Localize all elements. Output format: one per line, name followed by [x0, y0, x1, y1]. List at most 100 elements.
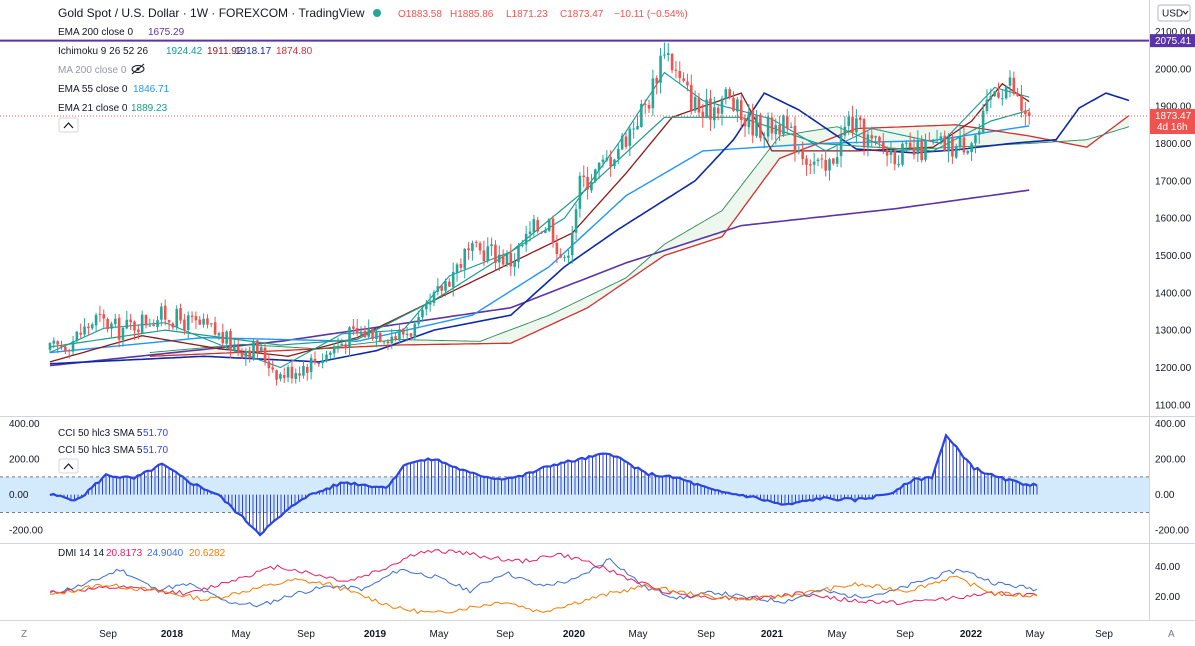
candle-body — [593, 169, 597, 182]
candle-body — [820, 158, 824, 160]
collapse-cci-legend-button[interactable] — [58, 458, 79, 474]
candle-body — [144, 314, 148, 326]
last-price-tag: 1873.47 4d 16h — [1150, 109, 1195, 135]
candle-body — [267, 361, 271, 369]
time-axis-tick: 2021 — [761, 629, 784, 640]
cci-left-axis-tick: 200.00 — [9, 455, 40, 466]
candle-body — [294, 372, 298, 379]
candle-body — [1008, 77, 1012, 86]
candle-body — [486, 246, 490, 261]
candle-body — [713, 107, 716, 121]
candle-body — [1016, 93, 1019, 97]
candle-body — [102, 314, 106, 319]
svg-text:2075.41: 2075.41 — [1155, 36, 1192, 47]
candle-body — [889, 150, 893, 155]
candle-body — [532, 219, 536, 233]
price-pane[interactable] — [0, 39, 1149, 386]
candle-body — [302, 366, 305, 376]
price-axis-tick: 1600.00 — [1155, 214, 1192, 225]
auto-scale-button[interactable]: A — [1168, 629, 1175, 640]
candle-body — [106, 318, 109, 330]
candle-body — [340, 343, 344, 346]
candle-body — [1027, 112, 1031, 117]
collapse-legend-button[interactable] — [58, 117, 79, 133]
candle-body — [739, 100, 743, 121]
ohlc-low: L1871.23 — [506, 9, 548, 20]
timezone-button[interactable]: Z — [21, 629, 27, 640]
candle-body — [160, 306, 163, 320]
ema21-line — [49, 109, 1030, 348]
dmi-pane[interactable] — [49, 549, 1038, 615]
candle-body — [724, 89, 728, 99]
candle-body — [60, 345, 63, 348]
ichimoku-spanb-value: 1874.80 — [276, 46, 313, 57]
candle-body — [459, 264, 463, 268]
candle-body — [916, 139, 920, 155]
candle-body — [371, 328, 374, 339]
candle-body — [167, 320, 171, 323]
candle-body — [186, 315, 190, 331]
candle-body — [71, 341, 75, 352]
candle-body — [797, 150, 801, 153]
candle-body — [839, 134, 843, 157]
candle-body — [893, 150, 897, 165]
candle-body — [286, 367, 290, 378]
time-axis-tick: 2022 — [960, 629, 983, 640]
candle-body — [866, 134, 870, 147]
candle-body — [1020, 95, 1023, 111]
candle-body — [87, 326, 90, 329]
candle-body — [409, 333, 413, 337]
time-axis-tick: May — [629, 629, 648, 640]
candle-body — [659, 55, 662, 83]
svg-text:1873.47: 1873.47 — [1155, 111, 1192, 122]
candle-body — [762, 137, 766, 139]
candle-body — [555, 242, 559, 255]
candle-body — [275, 370, 278, 380]
candle-body — [640, 103, 643, 127]
candle-body — [382, 341, 386, 343]
candle-body — [271, 367, 275, 370]
adx-line — [50, 575, 1038, 615]
candle-body — [812, 161, 816, 165]
candle-body — [309, 357, 313, 373]
candle-body — [939, 136, 943, 140]
cci-pane[interactable] — [0, 433, 1149, 537]
eye-hidden-icon[interactable] — [131, 63, 145, 75]
candle-body — [83, 326, 86, 335]
candle-body — [693, 97, 697, 111]
candle-body — [202, 318, 205, 325]
candle-body — [213, 322, 217, 335]
candle-body — [417, 317, 420, 324]
cci-axis-tick: 400.00 — [1155, 419, 1186, 430]
currency-selector[interactable]: USD — [1157, 4, 1191, 22]
dmi-label: DMI 14 14 — [58, 548, 105, 559]
candle-body — [240, 352, 244, 357]
candle-body — [413, 323, 417, 338]
time-axis-tick: 2018 — [161, 629, 184, 640]
time-axis-tick: May — [828, 629, 847, 640]
time-axis[interactable]: Sep 2018 May Sep 2019 May Sep 2020 May Sep 2021 May… — [99, 629, 1113, 640]
candle-body — [720, 98, 724, 114]
price-axis-tick: 2100.00 — [1155, 27, 1192, 38]
ohlc-high: H1885.86 — [450, 9, 494, 20]
candle-body — [751, 110, 755, 136]
candle-body — [570, 232, 574, 256]
candle-body — [436, 286, 440, 292]
candle-body — [471, 243, 474, 251]
candle-body — [355, 328, 359, 334]
candle-body — [958, 137, 962, 147]
dmi-minus-value: 20.8173 — [106, 548, 143, 559]
candle-body — [474, 242, 478, 244]
ichimoku-tenkan-line — [49, 71, 1030, 369]
ichimoku-tenkan-value: 1924.42 — [166, 46, 203, 57]
candle-body — [455, 264, 459, 273]
candle-body — [1001, 98, 1004, 100]
candle-body — [67, 350, 71, 352]
time-axis-tick: Sep — [697, 629, 715, 640]
candle-body — [401, 328, 405, 335]
price-axes[interactable]: 2100.00 2000.00 1900.00 1800.00 1700.00 1600.… — [9, 27, 1192, 603]
candle-body — [75, 331, 79, 341]
candle-body — [163, 305, 167, 320]
candle-body — [701, 111, 705, 118]
